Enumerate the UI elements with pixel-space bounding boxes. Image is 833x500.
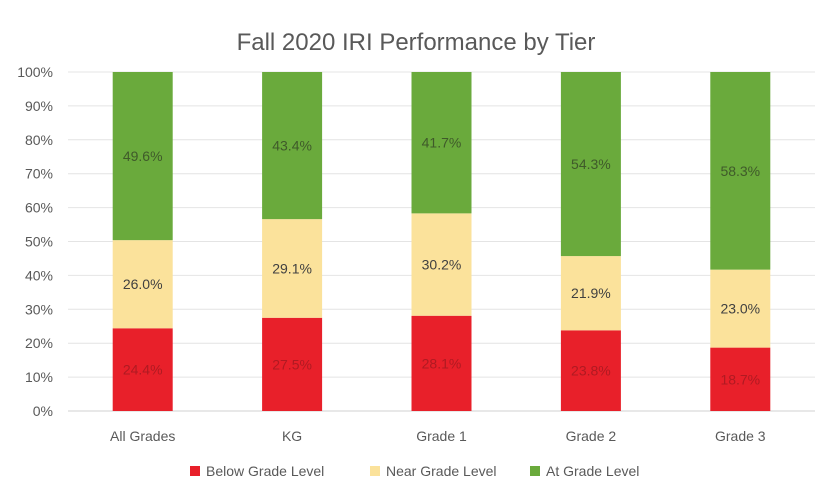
bar-segment	[411, 315, 472, 411]
bar-segment	[112, 328, 173, 411]
data-label: 54.3%	[571, 156, 611, 172]
bar-segment	[262, 72, 323, 220]
data-label: 23.0%	[720, 301, 760, 317]
bar-segment	[411, 72, 472, 214]
data-label: 29.1%	[272, 260, 312, 276]
chart-title: Fall 2020 IRI Performance by Tier	[237, 29, 596, 56]
bar-segment	[262, 219, 323, 318]
y-tick-label: 40%	[25, 267, 53, 283]
bar-segment	[560, 330, 621, 411]
data-label: 30.2%	[422, 257, 462, 273]
y-tick-label: 0%	[33, 403, 53, 419]
data-label: 18.7%	[720, 371, 760, 387]
bar-segment	[112, 240, 173, 329]
bar-segment	[560, 72, 621, 257]
x-tick-label: Grade 2	[566, 428, 617, 444]
bar-segment	[560, 256, 621, 331]
bar-segment	[262, 317, 323, 411]
data-label: 28.1%	[422, 355, 462, 371]
legend-swatch	[190, 466, 200, 476]
bar-segment	[710, 72, 771, 270]
bar-segment	[112, 72, 173, 241]
legend-swatch	[530, 466, 540, 476]
data-label: 26.0%	[123, 276, 163, 292]
legend-swatch	[370, 466, 380, 476]
data-label: 27.5%	[272, 356, 312, 372]
legend-label: At Grade Level	[546, 463, 639, 479]
y-tick-label: 90%	[25, 98, 53, 114]
y-tick-label: 30%	[25, 301, 53, 317]
x-tick-label: KG	[282, 428, 302, 444]
x-tick-label: Grade 1	[416, 428, 467, 444]
data-label: 21.9%	[571, 285, 611, 301]
x-tick-label: Grade 3	[715, 428, 766, 444]
data-label: 49.6%	[123, 148, 163, 164]
y-tick-label: 80%	[25, 132, 53, 148]
y-tick-label: 50%	[25, 234, 53, 250]
data-label: 23.8%	[571, 363, 611, 379]
data-label: 58.3%	[720, 163, 760, 179]
legend-label: Below Grade Level	[206, 463, 324, 479]
x-tick-label: All Grades	[110, 428, 175, 444]
bar-segment	[710, 347, 771, 411]
y-tick-label: 70%	[25, 166, 53, 182]
legend-label: Near Grade Level	[386, 463, 497, 479]
y-tick-label: 100%	[17, 64, 53, 80]
y-tick-label: 10%	[25, 369, 53, 385]
bar-segment	[710, 269, 771, 348]
y-tick-label: 20%	[25, 335, 53, 351]
y-tick-label: 60%	[25, 200, 53, 216]
data-label: 24.4%	[123, 362, 163, 378]
data-label: 43.4%	[272, 138, 312, 154]
bar-segment	[411, 213, 472, 316]
data-label: 41.7%	[422, 135, 462, 151]
